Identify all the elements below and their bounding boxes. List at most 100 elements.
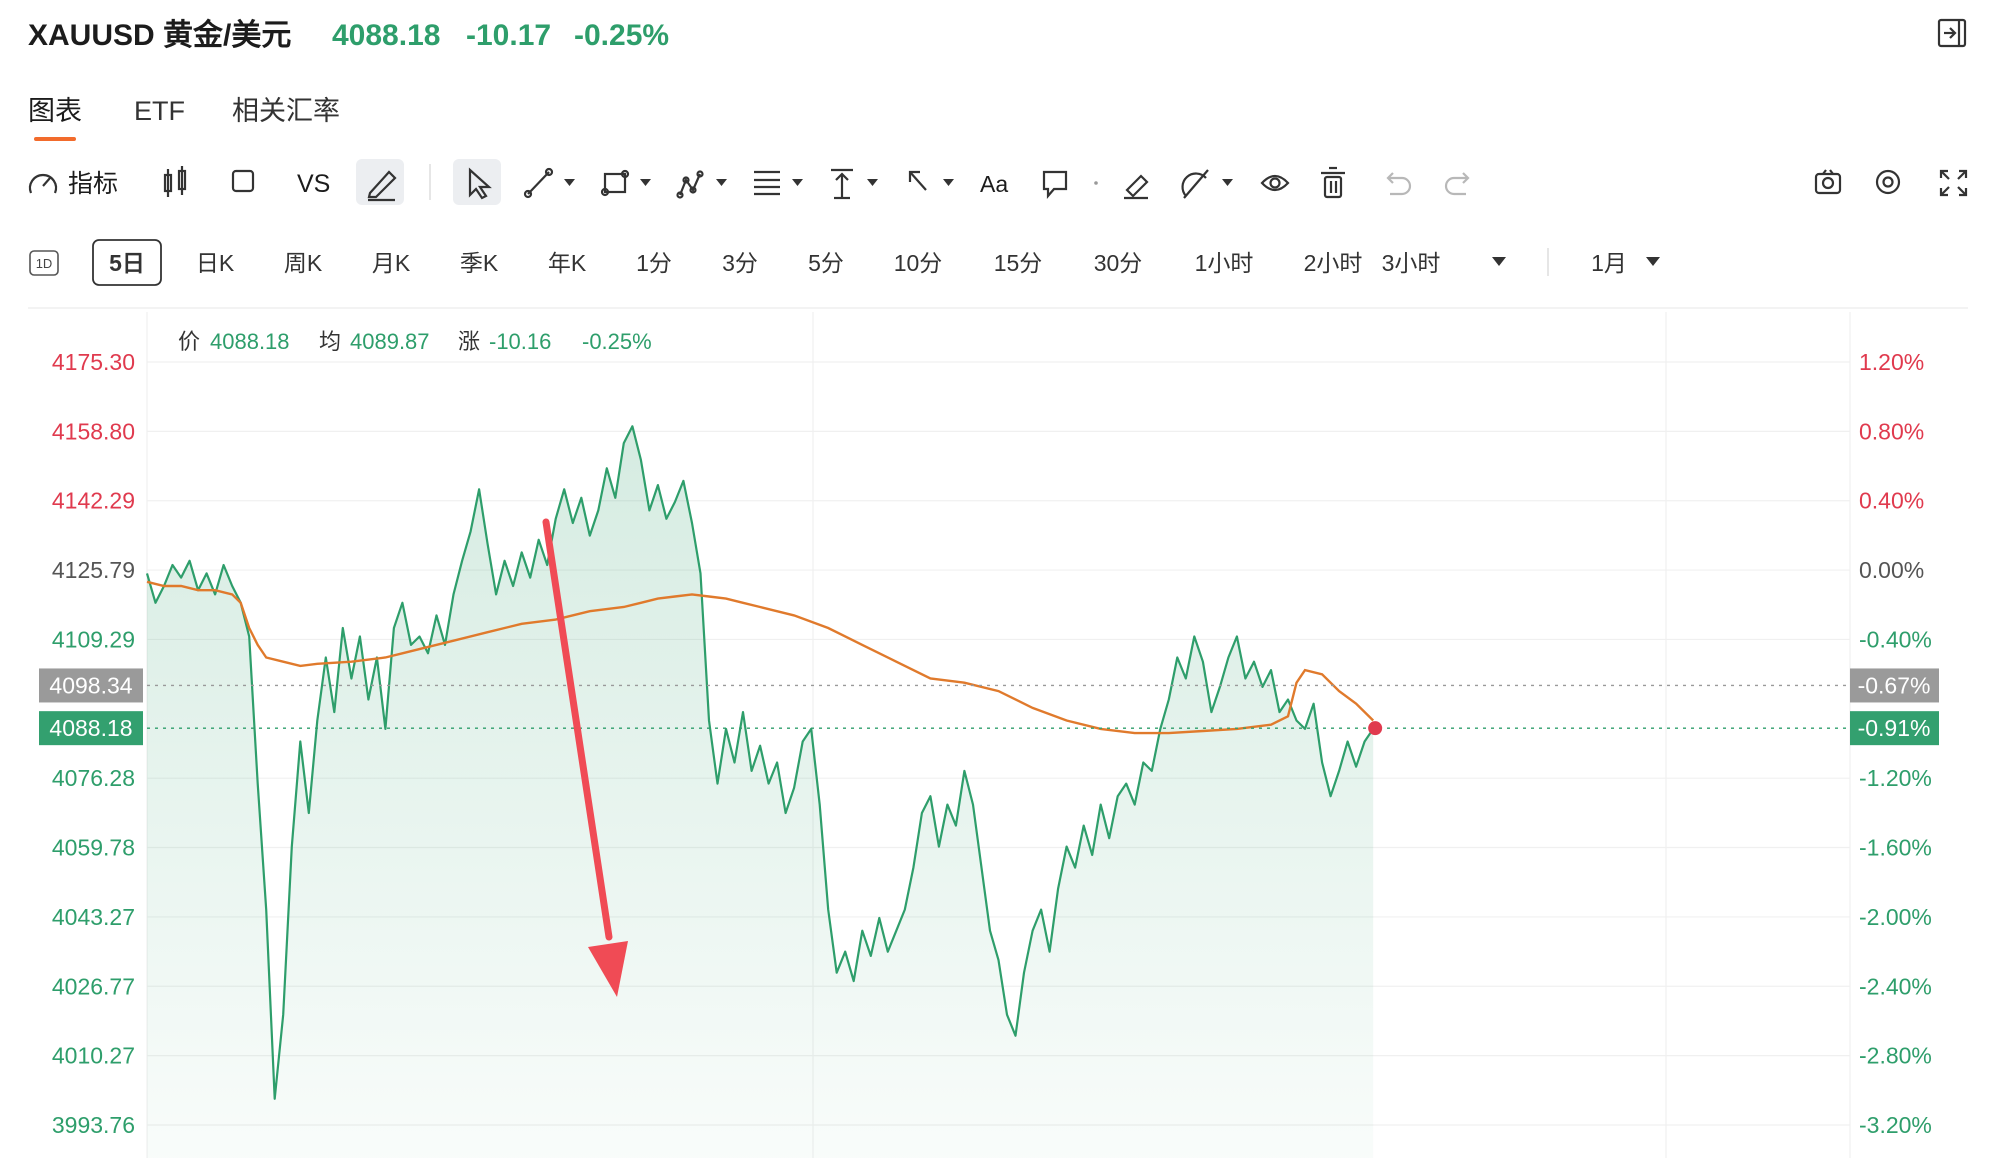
info-price: 4088.18 [210,329,290,354]
chevron-down-icon[interactable] [640,179,651,186]
vs-button[interactable]: VS [297,170,330,198]
info-avg: 4089.87 [350,329,430,354]
gauge-icon[interactable] [28,173,58,194]
cursor-button-bg[interactable] [453,159,501,205]
price-chart: 4175.30 1.20% 4158.80 0.80% 4142.29 0.40% 4125… [39,312,1939,1158]
period-item[interactable]: 1小时 [1195,250,1254,276]
symbol-title: XAUUSD 黄金/美元 [28,18,291,52]
1d-badge[interactable]: 1D [36,256,53,271]
range-dropdown[interactable]: 1月 [1591,250,1627,276]
tab-bar: 图表 ETF 相关汇率 [28,96,340,141]
info-line: 价 4088.18 均 4089.87 涨 -10.16 -0.25% [178,329,652,354]
y-tick-right: -3.20% [1859,1112,1932,1138]
last-price-tag-left [39,711,143,746]
y-tick-right: 0.00% [1859,557,1924,583]
y-tick-left: 4175.30 [52,349,135,375]
camera-icon[interactable] [1814,169,1842,195]
comment-icon[interactable] [1042,170,1068,199]
redo-icon[interactable] [1444,172,1470,196]
average-line [146,580,1375,735]
period-active-box[interactable] [92,239,162,286]
period-item[interactable]: 5日 [109,250,145,276]
period-bar: 1D 5日 日K 周K 月K 季K 年K 1分 3分 5分 10分 15分 30分 1小时 2小时 3小时… [29,239,1660,286]
undo-icon[interactable] [1386,172,1412,196]
period-item[interactable]: 3分 [722,250,758,276]
fullscreen-icon[interactable] [1939,169,1968,197]
period-item[interactable]: 30分 [1094,250,1143,276]
rectangle-icon[interactable] [600,169,630,197]
chevron-down-icon[interactable] [1222,179,1233,186]
cursor-icon[interactable] [468,167,492,200]
fib-icon[interactable] [754,170,780,196]
arrow-icon[interactable] [908,170,927,191]
settings-icon[interactable] [1875,169,1901,195]
pattern-icon[interactable] [676,170,704,199]
period-item[interactable]: 5分 [808,250,844,276]
period-item[interactable]: 年K [548,250,587,276]
period-item[interactable]: 周K [284,250,323,276]
y-tick-left: 4059.78 [52,835,135,861]
y-tick-right: 0.40% [1859,488,1924,514]
y-tick-right: 0.80% [1859,418,1924,444]
chevron-down-icon[interactable] [1646,257,1660,266]
indicator-button[interactable]: 指标 [68,170,118,198]
y-tick-right: -2.80% [1859,1043,1932,1069]
y-tick-left: 3993.76 [52,1112,135,1138]
panel-expand-icon[interactable] [1937,18,1967,48]
chevron-down-icon[interactable] [564,179,575,186]
period-item[interactable]: 15分 [994,250,1043,276]
tab-chart[interactable]: 图表 [28,96,82,126]
hide-drawings-icon[interactable] [1181,169,1209,199]
y-tick-right: -0.40% [1859,626,1932,652]
square-icon[interactable] [231,169,255,193]
trend-line-icon[interactable] [523,167,554,199]
y-tick-left: 4076.28 [52,765,135,791]
y-tick-left: 4142.29 [52,488,135,514]
y-tick-left: 4125.79 [52,557,135,583]
chevron-down-icon[interactable] [792,179,803,186]
separator-dot [1094,181,1098,185]
measure-icon[interactable] [831,168,853,200]
period-item[interactable]: 2小时 [1304,250,1363,276]
chevron-down-icon[interactable] [1492,257,1506,266]
y-tick-left: 4109.29 [52,626,135,652]
eraser-icon[interactable] [1124,174,1149,200]
tab-related-fx[interactable]: 相关汇率 [232,96,340,126]
y-tick-left: 4010.27 [52,1043,135,1069]
header-change-pct: -0.25% [574,19,669,52]
period-item[interactable]: 日K [196,250,235,276]
price-area [147,426,1374,1158]
info-change-label: 涨 [458,329,480,354]
info-avg-label: 均 [319,329,341,354]
info-pct: -0.25% [582,329,652,354]
trash-icon[interactable] [1321,166,1345,199]
header-price: 4088.18 [332,19,440,52]
period-dropdown[interactable]: 3小时 [1382,250,1441,276]
annotation-arrow-head[interactable] [588,941,628,997]
eye-icon[interactable] [1260,174,1290,192]
pencil-icon[interactable] [367,170,397,202]
chevron-down-icon[interactable] [716,179,727,186]
last-price-tag-right-label: -0.91% [1858,715,1931,741]
period-item[interactable]: 季K [460,250,499,276]
y-tick-right: 1.20% [1859,349,1924,375]
chevron-down-icon[interactable] [943,179,954,186]
text-tool-button[interactable]: Aa [980,171,1008,197]
price-line [145,425,1375,1100]
1d-badge-box[interactable] [29,250,59,276]
drawing-toolbar: 指标 VS [28,159,1968,205]
period-item[interactable]: 月K [372,250,411,276]
tab-etf[interactable]: ETF [134,96,185,126]
header: XAUUSD 黄金/美元 4088.18 -10.17 -0.25% [28,18,1967,52]
annotation-arrow[interactable] [542,518,613,941]
y-tick-right: -2.00% [1859,904,1932,930]
y-tick-right: -1.60% [1859,835,1932,861]
candlestick-icon[interactable] [163,166,187,197]
period-item[interactable]: 1分 [636,250,672,276]
chevron-down-icon[interactable] [867,179,878,186]
period-item[interactable]: 10分 [894,250,943,276]
last-price-tag-left-label: 4088.18 [49,715,132,741]
header-change: -10.17 [466,19,551,52]
